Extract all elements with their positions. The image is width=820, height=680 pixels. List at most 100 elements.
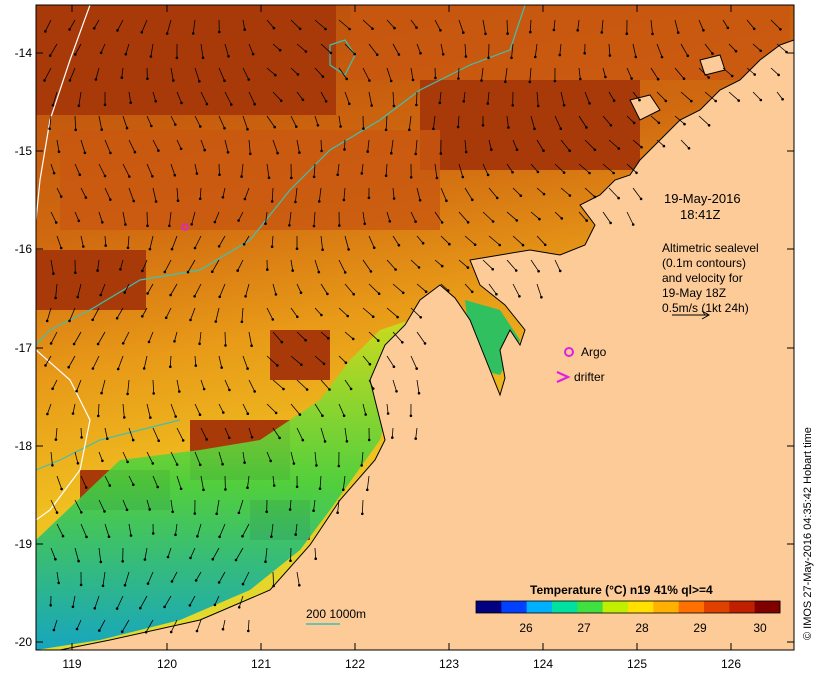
velocity-arrow-head <box>124 223 127 226</box>
x-tick-label: 121 <box>251 657 271 671</box>
velocity-arrow <box>458 259 469 268</box>
velocity-arrow-head <box>123 291 126 294</box>
velocity-arrow-head <box>264 560 267 563</box>
velocity-arrow-head <box>57 581 60 585</box>
velocity-arrow <box>385 115 388 130</box>
velocity-arrow <box>487 91 490 104</box>
velocity-arrow <box>242 67 250 80</box>
velocity-arrow <box>56 571 60 583</box>
velocity-arrow <box>195 571 202 581</box>
velocity-arrow-head <box>148 508 151 511</box>
velocity-arrow-head <box>220 366 223 369</box>
velocity-arrow <box>344 331 354 340</box>
velocity-arrow-head <box>542 192 546 196</box>
velocity-arrow-head <box>217 245 221 248</box>
velocity-arrow-head <box>198 342 201 346</box>
velocity-arrow <box>80 427 82 438</box>
velocity-arrow <box>200 379 205 390</box>
velocity-arrow-head <box>298 583 301 587</box>
velocity-arrow-head <box>417 266 421 269</box>
velocity-arrow-head <box>100 391 103 395</box>
velocity-arrow-head <box>558 269 562 273</box>
velocity-arrow-head <box>347 248 350 251</box>
velocity-arrow-head <box>205 438 208 441</box>
velocity-arrow <box>224 379 230 391</box>
velocity-arrow <box>92 307 100 320</box>
velocity-arrow <box>464 139 467 153</box>
velocity-arrow <box>320 91 327 102</box>
velocity-arrow-head <box>515 219 519 222</box>
velocity-arrow <box>704 91 716 102</box>
velocity-arrow-head <box>174 415 177 418</box>
velocity-arrow-head <box>251 52 255 56</box>
velocity-arrow <box>320 379 330 390</box>
velocity-arrow <box>680 43 689 56</box>
velocity-arrow <box>55 427 58 440</box>
velocity-arrow-head <box>85 535 88 539</box>
velocity-arrow <box>338 19 350 30</box>
velocity-arrow-head <box>656 77 660 81</box>
velocity-arrow-head <box>68 28 71 31</box>
velocity-arrow <box>145 619 154 633</box>
velocity-arrow <box>144 547 148 560</box>
velocity-arrow <box>338 403 345 416</box>
velocity-arrow <box>362 307 374 318</box>
velocity-arrow-head <box>367 196 371 200</box>
velocity-arrow-head <box>369 270 373 273</box>
velocity-arrow <box>650 67 659 80</box>
velocity-arrow <box>45 355 52 366</box>
velocity-arrow <box>698 115 710 126</box>
velocity-arrow-head <box>294 200 297 204</box>
velocity-arrow-head <box>490 148 493 151</box>
velocity-arrow <box>314 451 317 466</box>
velocity-arrow-head <box>146 292 149 295</box>
velocity-arrow-head <box>148 247 152 251</box>
velocity-arrow <box>243 235 250 245</box>
velocity-arrow <box>73 331 82 345</box>
velocity-arrow-head <box>368 79 371 82</box>
svg-text:Altimetric sealevel: Altimetric sealevel <box>662 241 759 255</box>
velocity-arrow <box>770 67 779 76</box>
velocity-arrow-head <box>702 29 705 32</box>
velocity-arrow <box>194 403 201 415</box>
velocity-arrow <box>139 595 148 609</box>
velocity-arrow <box>248 331 252 346</box>
velocity-arrow-head <box>179 487 183 491</box>
velocity-arrow-head <box>109 198 112 201</box>
velocity-arrow <box>92 355 100 369</box>
velocity-arrow-head <box>292 462 296 465</box>
velocity-arrow <box>338 115 341 127</box>
velocity-arrow-head <box>288 224 291 227</box>
velocity-arrow-head <box>178 390 181 393</box>
velocity-arrow-head <box>609 123 613 127</box>
velocity-arrow-head <box>74 128 77 132</box>
velocity-arrow-head <box>164 316 168 320</box>
velocity-arrow-head <box>576 29 579 32</box>
velocity-arrow-head <box>617 196 620 200</box>
velocity-arrow-head <box>318 200 321 203</box>
velocity-arrow-head <box>78 173 82 177</box>
velocity-arrow-head <box>588 102 591 105</box>
velocity-arrow <box>97 403 100 416</box>
velocity-arrow <box>536 187 545 195</box>
velocity-arrow-head <box>93 606 97 610</box>
velocity-arrow-head <box>290 176 293 180</box>
velocity-arrow-head <box>360 172 364 175</box>
velocity-arrow <box>174 331 178 342</box>
velocity-arrow <box>116 307 124 319</box>
velocity-arrow <box>554 259 561 272</box>
velocity-arrow-head <box>498 243 502 247</box>
velocity-arrow <box>120 259 124 270</box>
velocity-arrow-head <box>345 77 349 81</box>
velocity-arrow <box>194 163 198 174</box>
velocity-arrow <box>218 67 225 81</box>
velocity-arrow-head <box>632 121 636 125</box>
velocity-arrow-head <box>278 48 282 52</box>
velocity-arrow-head <box>157 439 160 443</box>
velocity-arrow <box>416 379 420 394</box>
velocity-arrow-head <box>466 266 470 269</box>
velocity-arrow-head <box>301 438 305 442</box>
colorbar-segment <box>552 601 578 613</box>
velocity-arrow-head <box>295 485 299 489</box>
velocity-arrow-head <box>480 79 483 82</box>
